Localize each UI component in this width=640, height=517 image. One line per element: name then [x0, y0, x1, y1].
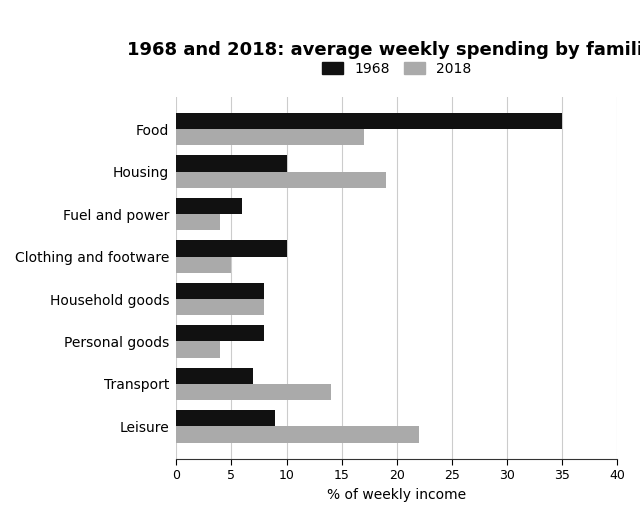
Bar	[176, 256, 232, 272]
Bar	[176, 410, 275, 427]
Bar	[176, 156, 287, 172]
Bar	[176, 113, 562, 129]
Bar	[176, 325, 264, 341]
Bar	[176, 214, 220, 230]
Bar	[176, 427, 419, 443]
Bar	[176, 283, 264, 299]
Bar	[176, 198, 243, 214]
Bar	[176, 341, 220, 358]
Bar	[176, 384, 331, 400]
Bar	[176, 368, 253, 384]
Bar	[176, 172, 386, 188]
X-axis label: % of weekly income: % of weekly income	[327, 488, 467, 502]
Bar	[176, 299, 264, 315]
Bar	[176, 240, 287, 256]
Bar	[176, 129, 364, 145]
Legend: 1968, 2018: 1968, 2018	[317, 56, 477, 82]
Title: 1968 and 2018: average weekly spending by families: 1968 and 2018: average weekly spending b…	[127, 41, 640, 59]
